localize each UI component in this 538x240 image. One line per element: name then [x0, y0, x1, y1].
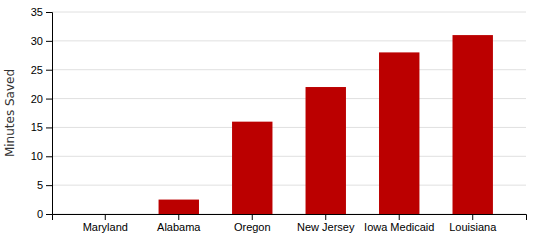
y-tick-mark	[46, 99, 52, 100]
bar	[306, 87, 346, 214]
y-tick-label: 10	[31, 150, 43, 162]
x-tick: Louisiana	[449, 214, 497, 233]
y-tick-label: 25	[31, 64, 43, 76]
y-tick: 5	[37, 179, 52, 191]
x-axis: Maryland Alabama Oregon New Jersey Iowa Medi…	[53, 214, 527, 233]
x-tick: Oregon	[234, 214, 271, 233]
y-tick: 15	[31, 121, 52, 133]
x-tick-mark	[325, 214, 326, 220]
grid	[52, 12, 526, 214]
x-tick-mark	[178, 214, 179, 220]
x-tick: Alabama	[157, 214, 201, 233]
y-tick-label: 0	[37, 208, 43, 220]
x-tick: Iowa Medicaid	[364, 214, 434, 233]
x-tick-label: Oregon	[234, 221, 271, 233]
y-tick-mark	[46, 12, 52, 13]
y-tick: 35	[31, 6, 52, 18]
chart: Maryland Alabama Oregon New Jersey Iowa Medi…	[0, 0, 538, 240]
y-tick-label: 30	[31, 35, 43, 47]
plot: Maryland Alabama Oregon New Jersey Iowa Medi…	[31, 6, 527, 233]
y-tick-mark	[46, 185, 52, 186]
bar	[379, 52, 419, 214]
y-tick-mark	[46, 41, 52, 42]
y-tick-mark	[46, 127, 52, 128]
axis-line	[46, 13, 53, 215]
x-tick-label: Maryland	[83, 221, 128, 233]
y-tick-label: 15	[31, 121, 43, 133]
y-tick-label: 20	[31, 93, 43, 105]
x-tick: Maryland	[83, 214, 128, 233]
y-tick: 0	[37, 208, 52, 220]
x-tick: New Jersey	[297, 214, 355, 233]
y-tick: 25	[31, 64, 52, 76]
bar	[453, 35, 493, 214]
y-tick-label: 5	[37, 179, 43, 191]
bar	[232, 122, 272, 214]
marks	[159, 35, 493, 214]
y-tick-mark	[46, 70, 52, 71]
x-tick-label: Louisiana	[449, 221, 497, 233]
x-tick-mark	[105, 214, 106, 220]
y-tick: 30	[31, 35, 52, 47]
x-tick-label: Alabama	[157, 221, 201, 233]
x-tick-label: New Jersey	[297, 221, 355, 233]
x-tick-mark	[472, 214, 473, 220]
x-tick-label: Iowa Medicaid	[364, 221, 434, 233]
bar	[85, 214, 125, 215]
x-tick-mark	[252, 214, 253, 220]
y-tick: 10	[31, 150, 52, 162]
y-axis-title: Minutes Saved	[3, 69, 17, 157]
grid-line	[52, 12, 526, 13]
y-tick-label: 35	[31, 6, 43, 18]
x-tick-mark	[399, 214, 400, 220]
y-tick-mark	[46, 214, 52, 215]
bar	[159, 200, 199, 214]
y-tick: 20	[31, 93, 52, 105]
y-axis: 0 5 10 15 20 25 30 35	[31, 6, 53, 220]
y-tick-mark	[46, 156, 52, 157]
axis-line	[53, 215, 527, 221]
